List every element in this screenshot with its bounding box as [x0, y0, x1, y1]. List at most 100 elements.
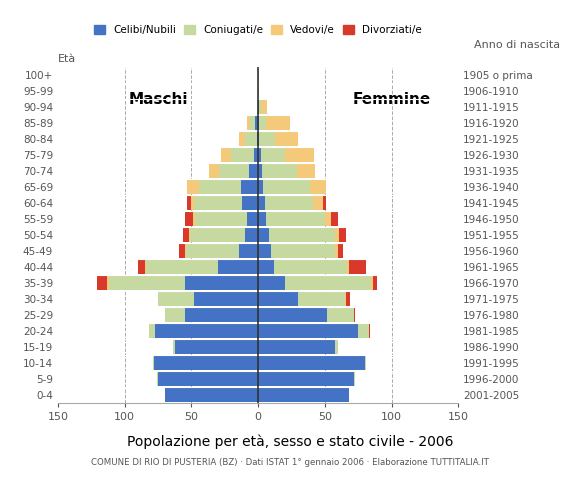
- Bar: [258, 68, 259, 82]
- Text: COMUNE DI RIO DI PUSTERIA (BZ) · Dati ISTAT 1° gennaio 2006 · Elaborazione TUTTI: COMUNE DI RIO DI PUSTERIA (BZ) · Dati IS…: [91, 458, 489, 468]
- Bar: [262, 164, 297, 178]
- Bar: [258, 276, 285, 290]
- Bar: [346, 292, 350, 306]
- Bar: [165, 309, 184, 322]
- Bar: [249, 164, 258, 178]
- Bar: [187, 196, 191, 210]
- Bar: [148, 324, 155, 338]
- Bar: [338, 244, 343, 258]
- Bar: [157, 372, 158, 386]
- Bar: [261, 148, 285, 162]
- Text: Maschi: Maschi: [128, 92, 188, 107]
- Bar: [184, 244, 186, 258]
- Bar: [154, 356, 258, 370]
- Bar: [266, 116, 290, 130]
- Bar: [184, 309, 258, 322]
- Bar: [258, 196, 265, 210]
- Bar: [218, 260, 258, 274]
- Bar: [369, 324, 370, 338]
- Bar: [347, 260, 349, 274]
- Bar: [209, 164, 219, 178]
- Bar: [138, 260, 144, 274]
- Text: Popolazione per età, sesso e stato civile - 2006: Popolazione per età, sesso e stato civil…: [127, 434, 453, 449]
- Bar: [184, 276, 258, 290]
- Bar: [258, 84, 259, 98]
- Bar: [258, 228, 269, 242]
- Bar: [266, 212, 325, 226]
- Text: Femmine: Femmine: [353, 92, 430, 107]
- Bar: [265, 196, 313, 210]
- Bar: [285, 148, 314, 162]
- Bar: [158, 372, 258, 386]
- Bar: [194, 292, 258, 306]
- Bar: [261, 100, 267, 114]
- Bar: [257, 132, 258, 146]
- Bar: [158, 292, 194, 306]
- Bar: [258, 116, 259, 130]
- Bar: [221, 148, 231, 162]
- Bar: [349, 260, 366, 274]
- Bar: [373, 276, 377, 290]
- Bar: [240, 132, 245, 146]
- Text: Anno di nascita: Anno di nascita: [474, 40, 560, 50]
- Bar: [245, 132, 257, 146]
- Bar: [263, 180, 310, 194]
- Bar: [219, 164, 249, 178]
- Bar: [258, 100, 259, 114]
- Bar: [298, 292, 345, 306]
- Bar: [258, 212, 266, 226]
- Bar: [297, 164, 316, 178]
- Bar: [324, 196, 326, 210]
- Bar: [258, 180, 263, 194]
- Bar: [335, 228, 339, 242]
- Bar: [274, 260, 347, 274]
- Bar: [190, 228, 245, 242]
- Bar: [144, 260, 146, 274]
- Bar: [165, 388, 258, 402]
- Bar: [257, 100, 258, 114]
- Bar: [191, 196, 194, 210]
- Bar: [242, 196, 258, 210]
- Bar: [258, 340, 335, 354]
- Bar: [107, 276, 108, 290]
- Bar: [258, 244, 271, 258]
- Bar: [258, 164, 262, 178]
- Bar: [258, 324, 358, 338]
- Bar: [332, 212, 338, 226]
- Bar: [241, 180, 258, 194]
- Bar: [193, 212, 195, 226]
- Bar: [183, 228, 188, 242]
- Bar: [372, 276, 373, 290]
- Bar: [365, 356, 366, 370]
- Bar: [254, 148, 258, 162]
- Bar: [248, 116, 250, 130]
- Bar: [173, 340, 175, 354]
- Bar: [258, 388, 349, 402]
- Bar: [195, 212, 248, 226]
- Bar: [285, 276, 372, 290]
- Bar: [175, 340, 258, 354]
- Bar: [184, 212, 193, 226]
- Bar: [358, 324, 369, 338]
- Bar: [354, 372, 356, 386]
- Bar: [194, 196, 242, 210]
- Bar: [259, 132, 276, 146]
- Bar: [258, 372, 354, 386]
- Bar: [155, 324, 258, 338]
- Bar: [259, 100, 261, 114]
- Bar: [240, 244, 258, 258]
- Bar: [328, 309, 354, 322]
- Bar: [146, 260, 218, 274]
- Bar: [258, 309, 328, 322]
- Bar: [313, 196, 324, 210]
- Bar: [250, 116, 255, 130]
- Bar: [245, 228, 258, 242]
- Bar: [187, 180, 200, 194]
- Bar: [345, 292, 346, 306]
- Bar: [179, 244, 184, 258]
- Bar: [186, 244, 240, 258]
- Bar: [258, 132, 259, 146]
- Bar: [339, 228, 346, 242]
- Bar: [108, 276, 184, 290]
- Bar: [325, 212, 332, 226]
